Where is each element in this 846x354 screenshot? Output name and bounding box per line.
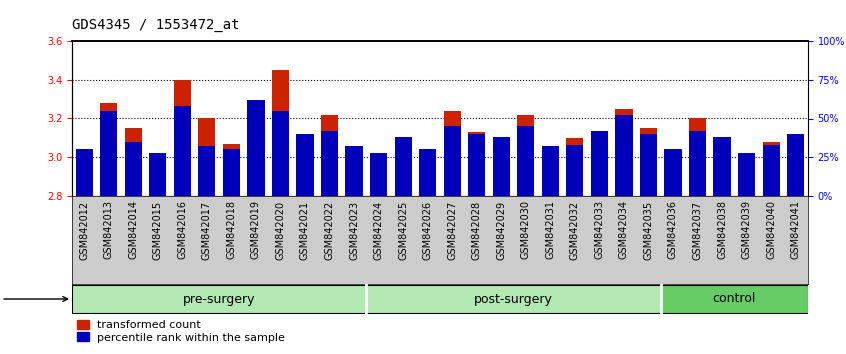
Text: specimen: specimen bbox=[0, 292, 68, 306]
Bar bbox=[124, 142, 142, 196]
Bar bbox=[247, 100, 265, 196]
Bar bbox=[296, 144, 314, 196]
Text: GSM842019: GSM842019 bbox=[251, 200, 261, 259]
Bar bbox=[492, 137, 510, 196]
Text: GSM842027: GSM842027 bbox=[448, 200, 457, 259]
Bar bbox=[468, 132, 486, 196]
Bar bbox=[370, 181, 387, 196]
Bar bbox=[689, 119, 706, 196]
Text: GSM842021: GSM842021 bbox=[300, 200, 310, 259]
Text: GSM842030: GSM842030 bbox=[521, 200, 530, 259]
Bar bbox=[100, 103, 118, 196]
Bar bbox=[419, 149, 437, 196]
Text: GSM842012: GSM842012 bbox=[80, 200, 89, 259]
Text: GSM842015: GSM842015 bbox=[153, 200, 162, 259]
Bar bbox=[100, 111, 118, 196]
Bar bbox=[517, 115, 535, 196]
Bar bbox=[75, 159, 93, 196]
Text: GSM842020: GSM842020 bbox=[276, 200, 285, 259]
Text: GSM842016: GSM842016 bbox=[178, 200, 187, 259]
Bar bbox=[738, 153, 755, 196]
Bar bbox=[198, 147, 216, 196]
Bar bbox=[591, 131, 608, 196]
Text: GSM842026: GSM842026 bbox=[423, 200, 432, 259]
Text: GSM842017: GSM842017 bbox=[202, 200, 212, 259]
Text: GSM842028: GSM842028 bbox=[472, 200, 481, 259]
Text: GSM842029: GSM842029 bbox=[497, 200, 506, 259]
Bar bbox=[664, 149, 682, 196]
Bar bbox=[517, 126, 535, 196]
Bar bbox=[787, 140, 805, 196]
Bar bbox=[566, 138, 584, 196]
Bar bbox=[321, 131, 338, 196]
Bar bbox=[640, 134, 657, 196]
Text: GSM842036: GSM842036 bbox=[668, 200, 678, 259]
Bar bbox=[222, 144, 240, 196]
Bar bbox=[198, 119, 216, 196]
Bar bbox=[443, 126, 461, 196]
Bar bbox=[124, 128, 142, 196]
Bar bbox=[272, 111, 289, 196]
Text: GSM842035: GSM842035 bbox=[644, 200, 653, 259]
Bar bbox=[419, 167, 437, 196]
Bar bbox=[541, 152, 559, 196]
FancyBboxPatch shape bbox=[661, 285, 808, 313]
Bar bbox=[321, 115, 338, 196]
Text: GSM842031: GSM842031 bbox=[546, 200, 555, 259]
Bar bbox=[615, 109, 633, 196]
Bar bbox=[222, 149, 240, 196]
Text: GSM842033: GSM842033 bbox=[595, 200, 604, 259]
Bar bbox=[566, 145, 584, 196]
Text: GSM842038: GSM842038 bbox=[717, 200, 727, 259]
Bar bbox=[345, 149, 363, 196]
Bar bbox=[272, 70, 289, 196]
Text: GDS4345 / 1553472_at: GDS4345 / 1553472_at bbox=[72, 18, 239, 32]
Bar bbox=[640, 128, 657, 196]
Bar bbox=[664, 157, 682, 196]
Bar bbox=[541, 147, 559, 196]
Bar bbox=[149, 163, 167, 196]
Text: post-surgery: post-surgery bbox=[474, 292, 553, 306]
Bar bbox=[247, 115, 265, 196]
Text: GSM842041: GSM842041 bbox=[791, 200, 800, 259]
Text: GSM842022: GSM842022 bbox=[325, 200, 334, 259]
Bar bbox=[370, 153, 387, 196]
Text: GSM842039: GSM842039 bbox=[742, 200, 751, 259]
Bar bbox=[713, 137, 731, 196]
Bar bbox=[713, 138, 731, 196]
FancyBboxPatch shape bbox=[72, 285, 366, 313]
Text: GSM842025: GSM842025 bbox=[398, 200, 408, 259]
Bar bbox=[492, 142, 510, 196]
Text: GSM842037: GSM842037 bbox=[693, 200, 702, 259]
Bar bbox=[738, 163, 755, 196]
Bar bbox=[149, 153, 167, 196]
Text: GSM842024: GSM842024 bbox=[374, 200, 383, 259]
Bar bbox=[787, 134, 805, 196]
Bar bbox=[394, 182, 412, 196]
Text: GSM842032: GSM842032 bbox=[570, 200, 580, 259]
FancyBboxPatch shape bbox=[366, 285, 661, 313]
Bar bbox=[394, 137, 412, 196]
Text: pre-surgery: pre-surgery bbox=[183, 292, 255, 306]
Bar bbox=[443, 111, 461, 196]
Bar bbox=[345, 147, 363, 196]
Bar bbox=[762, 142, 780, 196]
Bar bbox=[591, 138, 608, 196]
Bar bbox=[689, 131, 706, 196]
Text: GSM842023: GSM842023 bbox=[349, 200, 359, 259]
Bar bbox=[468, 134, 486, 196]
Text: GSM842018: GSM842018 bbox=[227, 200, 236, 259]
Text: GSM842013: GSM842013 bbox=[104, 200, 113, 259]
Bar bbox=[615, 115, 633, 196]
Bar bbox=[173, 80, 191, 196]
Bar bbox=[296, 134, 314, 196]
Text: GSM842014: GSM842014 bbox=[129, 200, 138, 259]
Text: GSM842034: GSM842034 bbox=[619, 200, 629, 259]
Bar bbox=[762, 145, 780, 196]
Text: GSM842040: GSM842040 bbox=[766, 200, 776, 259]
Bar bbox=[173, 106, 191, 196]
Bar bbox=[75, 149, 93, 196]
Legend: transformed count, percentile rank within the sample: transformed count, percentile rank withi… bbox=[78, 320, 285, 343]
Text: control: control bbox=[712, 292, 756, 306]
